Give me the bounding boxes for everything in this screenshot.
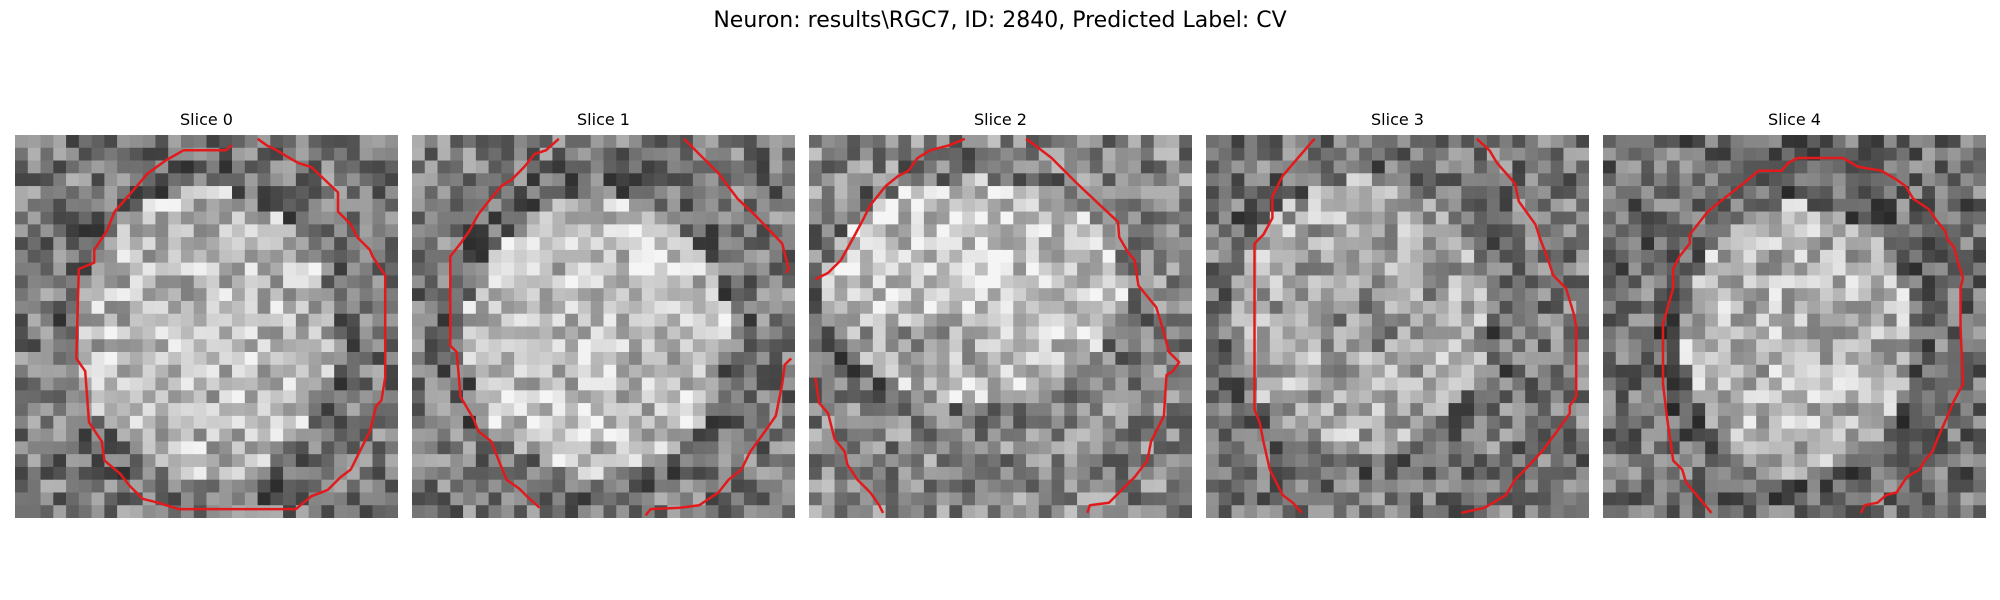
slice-panel-2: Slice 2 — [809, 110, 1192, 520]
slice-title-1: Slice 1 — [412, 110, 795, 130]
figure-title: Neuron: results\RGC7, ID: 2840, Predicte… — [0, 8, 2000, 33]
slice-image-0 — [15, 135, 398, 518]
slice-image-4 — [1603, 135, 1986, 518]
slice-title-2: Slice 2 — [809, 110, 1192, 130]
slice-panel-1: Slice 1 — [412, 110, 795, 520]
slice-image-2 — [809, 135, 1192, 518]
slice-image-1 — [412, 135, 795, 518]
slice-image-3 — [1206, 135, 1589, 518]
slice-title-4: Slice 4 — [1603, 110, 1986, 130]
slice-panel-0: Slice 0 — [15, 110, 398, 520]
slice-panel-3: Slice 3 — [1206, 110, 1589, 520]
slice-panel-4: Slice 4 — [1603, 110, 1986, 520]
slice-title-3: Slice 3 — [1206, 110, 1589, 130]
slice-title-0: Slice 0 — [15, 110, 398, 130]
